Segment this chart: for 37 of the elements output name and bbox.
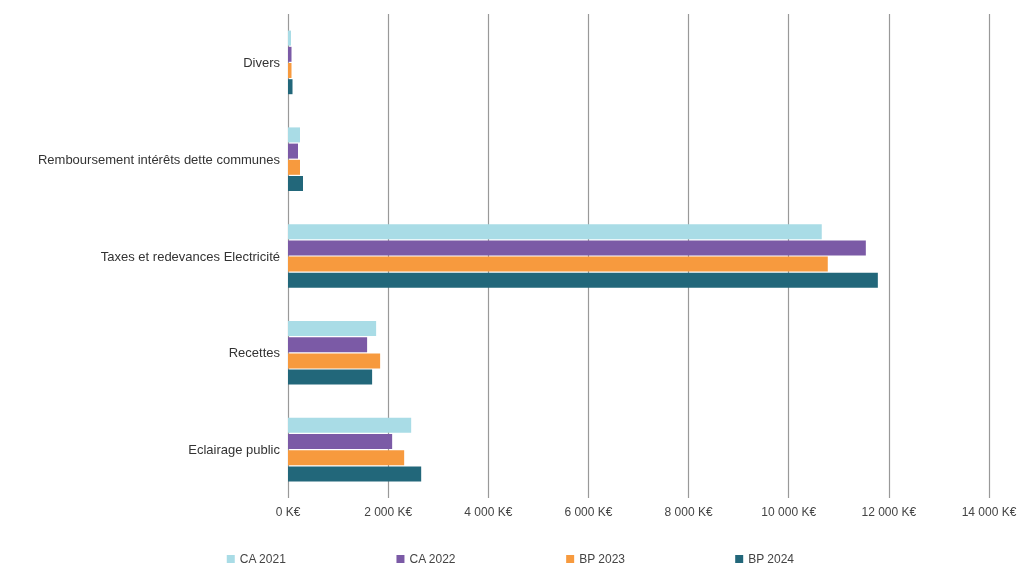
bar — [288, 30, 291, 46]
bar — [288, 337, 368, 353]
bar — [288, 240, 866, 256]
y-tick-label: Remboursement intérêts dette communes — [37, 151, 281, 167]
bar — [288, 176, 304, 191]
x-tick-label: 10 000 K€ — [761, 505, 817, 519]
bar — [288, 143, 299, 159]
legend-label: BP 2023 — [579, 552, 626, 566]
bar — [288, 256, 828, 272]
bar — [288, 321, 377, 336]
bar — [288, 272, 878, 288]
bar — [288, 434, 393, 449]
y-tick-label: Taxes et redevances Electricité — [100, 248, 280, 264]
bar — [288, 369, 373, 385]
bar — [288, 79, 293, 95]
x-tick-label: 8 000 K€ — [664, 505, 713, 519]
y-tick-label: Recettes — [228, 345, 281, 361]
x-tick-label: 2 000 K€ — [364, 505, 413, 519]
bar — [288, 224, 822, 240]
bar — [288, 46, 292, 62]
bar — [288, 417, 412, 433]
bar — [288, 127, 301, 143]
x-tick-label: 14 000 K€ — [961, 505, 1017, 519]
legend-label: CA 2021 — [239, 552, 287, 566]
bar — [288, 353, 381, 369]
y-tick-label: Eclairage public — [188, 442, 281, 458]
x-tick-label: 4 000 K€ — [464, 505, 513, 519]
bar — [288, 450, 405, 466]
bar — [288, 466, 422, 482]
bar — [288, 159, 301, 175]
x-tick-label: 0 K€ — [275, 505, 301, 519]
y-tick-label: Divers — [243, 54, 281, 70]
x-tick-label: 6 000 K€ — [564, 505, 613, 519]
legend-label: CA 2022 — [409, 552, 456, 566]
bar — [288, 63, 292, 78]
x-tick-label: 12 000 K€ — [861, 505, 917, 519]
legend-label: BP 2024 — [748, 552, 795, 566]
